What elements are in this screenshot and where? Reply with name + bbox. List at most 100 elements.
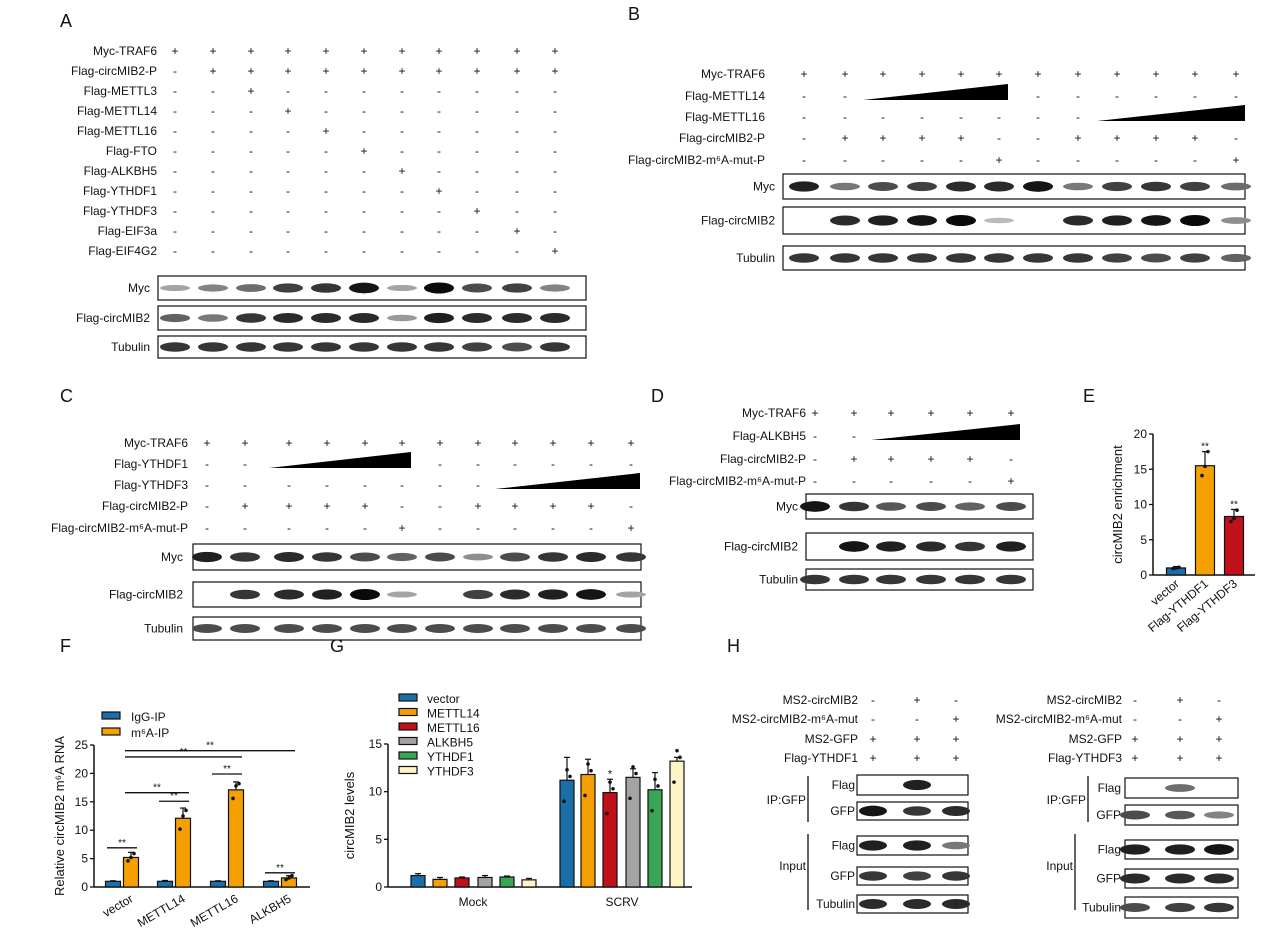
plus-sign: + [398, 44, 405, 58]
significance-marker: ** [180, 747, 188, 758]
protein-band [538, 552, 568, 562]
minus-sign: - [515, 164, 519, 178]
minus-sign: - [287, 478, 291, 492]
blot-label: Tubulin [759, 573, 798, 587]
panel-label-F: F [60, 636, 71, 656]
protein-band [160, 284, 190, 292]
minus-sign: - [400, 478, 404, 492]
minus-sign: - [475, 184, 479, 198]
significance-marker: ** [1201, 442, 1209, 453]
plus-sign: + [398, 521, 405, 535]
plus-sign: + [1152, 67, 1159, 81]
legend-swatch [398, 736, 418, 746]
minus-sign: - [211, 144, 215, 158]
bar [432, 878, 448, 888]
dose-ramp-triangle [495, 473, 640, 489]
blot-label: Flag [832, 778, 855, 792]
minus-sign: - [515, 244, 519, 258]
data-point [1203, 464, 1207, 469]
treatment-label: Flag-FTO [106, 144, 157, 158]
minus-sign: - [286, 124, 290, 138]
protein-band [839, 541, 869, 552]
blot-label: Myc [161, 550, 183, 564]
treatment-label: MS2-circMIB2 [783, 693, 859, 707]
plus-sign: + [913, 751, 920, 765]
y-tick-label: 5 [1140, 533, 1147, 547]
y-tick-label: 15 [369, 737, 383, 751]
plus-sign: + [1074, 67, 1081, 81]
blot-label: Flag-circMIB2 [701, 214, 775, 228]
protein-band [230, 624, 260, 633]
minus-sign: - [437, 164, 441, 178]
plus-sign: + [1176, 732, 1183, 746]
bar [477, 876, 493, 888]
data-point [178, 827, 182, 831]
data-point [628, 796, 632, 801]
x-tick-label: Mock [459, 895, 489, 909]
plus-sign: + [1131, 732, 1138, 746]
treatment-label: Flag-circMIB2-P [720, 452, 806, 466]
plus-sign: + [284, 104, 291, 118]
protein-band [1165, 873, 1195, 884]
protein-band [236, 313, 266, 323]
plus-sign: + [473, 64, 480, 78]
protein-band [916, 541, 946, 552]
protein-band [540, 342, 570, 352]
treatment-label: Flag-EIF3a [98, 224, 158, 238]
minus-sign: - [1076, 110, 1080, 124]
plus-sign: + [474, 499, 481, 513]
y-axis-label: circMIB2 enrichment [1110, 445, 1125, 564]
minus-sign: - [173, 164, 177, 178]
panel-label-H: H [727, 636, 740, 656]
plus-sign: + [850, 406, 857, 420]
plus-sign: + [285, 436, 292, 450]
minus-sign: - [173, 84, 177, 98]
bar [1223, 515, 1245, 576]
minus-sign: - [802, 89, 806, 103]
protein-band [538, 624, 568, 633]
protein-band [500, 552, 530, 562]
plus-sign: + [511, 499, 518, 513]
minus-sign: - [437, 144, 441, 158]
panel-label-B: B [628, 4, 640, 24]
plus-sign: + [1113, 67, 1120, 81]
protein-band [839, 574, 869, 585]
protein-band [876, 541, 906, 552]
minus-sign: - [1133, 712, 1137, 726]
protein-band [463, 624, 493, 633]
dose-ramp-triangle [1097, 105, 1245, 121]
plus-sign: + [247, 64, 254, 78]
plus-sign: + [1191, 131, 1198, 145]
protein-band [349, 282, 379, 294]
data-point [1177, 565, 1181, 570]
protein-band [425, 552, 455, 562]
treatment-label: Flag-circMIB2-P [71, 64, 157, 78]
minus-sign: - [813, 429, 817, 443]
blot-label: Myc [753, 180, 775, 194]
panel-label-A: A [60, 11, 72, 31]
protein-band [387, 591, 417, 598]
minus-sign: - [881, 110, 885, 124]
protein-band [198, 342, 228, 352]
treatment-label: Flag-YTHDF1 [784, 751, 858, 765]
protein-band [1180, 181, 1210, 192]
minus-sign: - [324, 144, 328, 158]
minus-sign: - [475, 244, 479, 258]
minus-sign: - [286, 244, 290, 258]
minus-sign: - [362, 244, 366, 258]
minus-sign: - [205, 521, 209, 535]
minus-sign: - [324, 184, 328, 198]
minus-sign: - [997, 131, 1001, 145]
minus-sign: - [802, 131, 806, 145]
minus-sign: - [553, 204, 557, 218]
minus-sign: - [362, 164, 366, 178]
data-point [126, 859, 130, 863]
y-tick-label: 10 [75, 823, 89, 837]
minus-sign: - [286, 144, 290, 158]
x-tick-label: METTL16 [188, 891, 241, 930]
protein-band [1180, 253, 1210, 263]
minus-sign: - [629, 457, 633, 471]
treatment-label: Myc-TRAF6 [124, 436, 188, 450]
protein-band [312, 624, 342, 633]
protein-band [789, 253, 819, 263]
